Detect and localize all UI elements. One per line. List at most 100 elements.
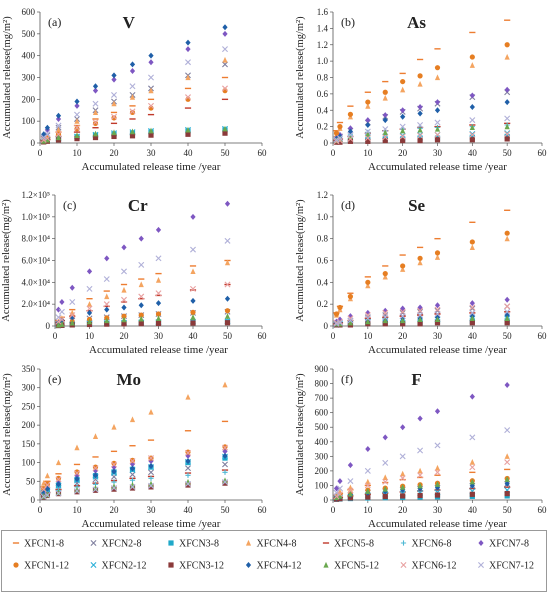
data-point	[417, 482, 423, 489]
x-tick-label: 20	[398, 148, 408, 158]
data-point	[382, 321, 388, 327]
data-point	[417, 467, 423, 474]
data-point	[347, 478, 354, 485]
data-point	[469, 305, 476, 312]
data-point	[347, 131, 354, 138]
data-point	[469, 304, 476, 311]
data-point	[55, 476, 62, 483]
data-point	[155, 255, 162, 262]
series-xfcn2-8	[40, 61, 228, 142]
legend-item-xfcn1-12: XFCN1-12	[13, 561, 69, 572]
series-xfcn4-8	[333, 53, 510, 138]
x-tick-label: 30	[147, 505, 157, 515]
x-tick-label: 60	[258, 331, 268, 341]
data-point	[504, 131, 511, 137]
data-point	[155, 290, 162, 297]
data-point	[44, 492, 51, 499]
data-point	[337, 124, 343, 130]
data-point	[504, 303, 511, 310]
series-xfcn7-12	[333, 427, 511, 496]
y-tick-label: 150	[22, 439, 36, 449]
data-point	[337, 492, 343, 499]
data-point	[190, 314, 196, 320]
data-point	[138, 302, 144, 309]
y-axis-label: Accumulated release(mg/m²)	[1, 199, 12, 322]
panel-label: (e)	[48, 372, 61, 386]
x-tick-label: 20	[110, 148, 120, 158]
data-point	[333, 311, 340, 317]
data-point	[40, 136, 47, 143]
data-point	[399, 308, 406, 315]
data-point	[69, 284, 75, 291]
data-point	[185, 482, 191, 488]
data-point	[400, 107, 406, 114]
data-point	[58, 308, 65, 315]
data-point	[469, 491, 475, 497]
data-point	[74, 118, 80, 124]
data-point	[504, 136, 510, 142]
data-point	[148, 74, 154, 81]
data-point	[185, 39, 191, 46]
data-point	[417, 103, 423, 110]
y-tick-label: 600	[315, 408, 329, 418]
data-point	[103, 301, 110, 308]
data-point	[55, 459, 62, 466]
legend-marker	[13, 562, 19, 568]
data-point	[148, 408, 154, 415]
y-tick-label: 50	[26, 476, 36, 486]
y-tick-label: 400	[315, 437, 329, 447]
data-point	[155, 311, 162, 317]
data-point	[55, 131, 62, 138]
data-point	[74, 136, 80, 142]
data-point	[111, 72, 117, 79]
data-point	[224, 281, 231, 288]
data-point	[469, 393, 475, 400]
x-tick-label: 40	[468, 331, 478, 341]
data-point	[365, 99, 371, 105]
data-point	[347, 317, 354, 324]
y-tick-label: 0	[324, 495, 329, 505]
y-tick-label: 200	[315, 466, 329, 476]
data-point	[224, 259, 231, 266]
data-point	[148, 455, 154, 462]
data-point	[86, 318, 93, 325]
data-point	[417, 80, 423, 87]
data-point	[224, 320, 231, 326]
y-tick-label: 1.4	[317, 23, 329, 33]
legend-label: XFCN1-12	[24, 561, 69, 572]
y-tick-label: 100	[22, 458, 36, 468]
data-point	[185, 94, 191, 101]
y-tick-label: 0	[324, 138, 329, 148]
data-point	[417, 132, 424, 139]
data-point	[417, 316, 423, 323]
data-point	[74, 469, 80, 475]
legend-item-xfcn7-12: XFCN7-12	[478, 561, 534, 572]
data-point	[434, 125, 441, 132]
data-point	[44, 482, 51, 489]
data-point	[400, 263, 406, 269]
x-tick-label: 30	[433, 148, 443, 158]
data-point	[347, 495, 354, 501]
data-point	[69, 319, 75, 326]
panel-f: 0 100 200 300 400 500 600 700 800 900 0 10 20 30 40 50 6…	[295, 364, 547, 530]
y-tick-label: 0.6	[317, 89, 329, 99]
data-point	[400, 86, 406, 93]
data-point	[222, 130, 228, 136]
legend-label: XFCN5-12	[334, 561, 379, 572]
data-point	[382, 126, 389, 133]
chart-title: V	[123, 13, 136, 32]
data-point	[382, 134, 389, 141]
data-point	[365, 130, 371, 137]
data-point	[111, 91, 117, 98]
data-point	[347, 125, 354, 132]
data-point	[400, 493, 406, 499]
data-point	[190, 268, 196, 275]
series-xfcn1-8	[333, 19, 511, 132]
data-point	[382, 117, 388, 124]
data-point	[222, 61, 228, 68]
data-point	[400, 470, 406, 477]
chart-title: Cr	[128, 196, 148, 215]
y-tick-label: 0.4	[317, 105, 329, 115]
y-tick-label: 200	[22, 94, 36, 104]
legend-label: XFCN2-8	[102, 539, 142, 550]
